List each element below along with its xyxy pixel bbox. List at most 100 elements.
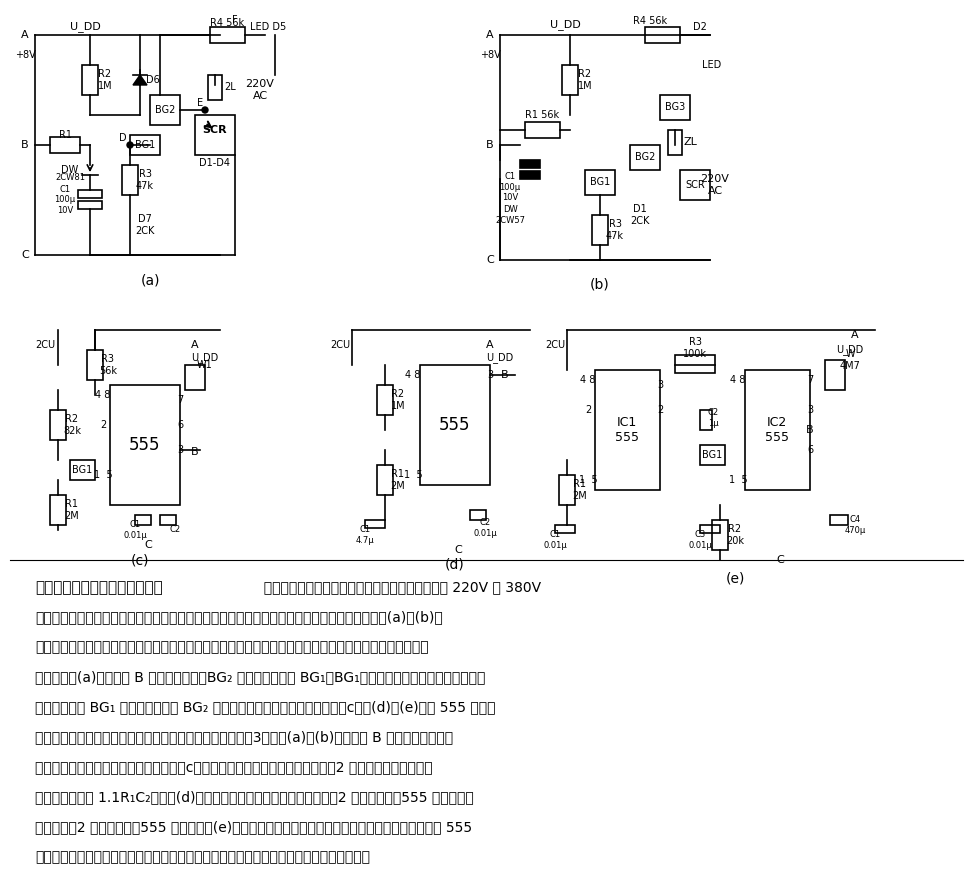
Text: B: B: [501, 370, 509, 380]
Text: BG1: BG1: [702, 450, 722, 460]
Text: C: C: [21, 250, 29, 260]
Text: 2CU: 2CU: [545, 340, 565, 350]
Text: C1
100μ
10V: C1 100μ 10V: [499, 172, 521, 202]
Bar: [160, 515, 176, 525]
Bar: [675, 355, 715, 373]
Text: R1
2M: R1 2M: [64, 499, 80, 521]
Bar: [592, 215, 608, 245]
Bar: [562, 65, 578, 95]
Text: 态；夜间，2 脚为低电平，555 置位。电路(e)为走廊灯节电自控开关，光敏管平时由发光管照射，两个 555: 态；夜间，2 脚为低电平，555 置位。电路(e)为走廊灯节电自控开关，光敏管平…: [35, 820, 472, 834]
Text: C4
470μ: C4 470μ: [845, 515, 866, 534]
Text: 4 8: 4 8: [580, 375, 595, 385]
Bar: [700, 525, 720, 533]
Bar: [50, 410, 66, 440]
Bar: [150, 95, 180, 125]
Bar: [208, 75, 222, 100]
Text: 三种光控式可控硅过零开关电路: 三种光控式可控硅过零开关电路: [35, 580, 162, 595]
Text: R1
2M: R1 2M: [390, 469, 406, 491]
Bar: [585, 170, 615, 195]
Text: BG2: BG2: [634, 152, 655, 162]
Text: C1
4.7μ: C1 4.7μ: [356, 525, 375, 545]
Text: D1
2CK: D1 2CK: [631, 204, 650, 226]
Circle shape: [202, 107, 208, 113]
Text: C2: C2: [169, 526, 181, 534]
Text: R1
2M: R1 2M: [573, 479, 588, 501]
Bar: [82, 65, 98, 95]
Text: C1
100μ
10V: C1 100μ 10V: [54, 185, 76, 215]
Text: A: A: [486, 30, 494, 40]
Text: BG1: BG1: [590, 177, 610, 187]
Text: R3
56k: R3 56k: [99, 355, 117, 375]
Text: 2CU: 2CU: [330, 340, 350, 350]
Bar: [825, 360, 845, 390]
Text: LED: LED: [703, 60, 722, 70]
Bar: [195, 115, 235, 155]
Text: (a): (a): [140, 273, 160, 287]
Text: 3: 3: [807, 405, 813, 415]
Bar: [185, 365, 205, 390]
Bar: [210, 27, 245, 43]
Text: 555: 555: [129, 436, 161, 454]
Text: B: B: [486, 140, 494, 150]
Text: 7: 7: [177, 395, 183, 405]
Bar: [78, 190, 102, 198]
Text: W
4M7: W 4M7: [840, 349, 860, 371]
Text: F: F: [233, 15, 237, 25]
Text: DW
2CW57: DW 2CW57: [495, 205, 525, 225]
Text: 3: 3: [177, 445, 183, 455]
Bar: [559, 475, 575, 505]
Text: R2
1M: R2 1M: [578, 70, 593, 90]
Text: 的通断，避免对电网的大电流冲击、对周围电子设备的电磁干扰，提高运行控制的可靠性。电路(a)和(b)适: 的通断，避免对电网的大电流冲击、对周围电子设备的电磁干扰，提高运行控制的可靠性。…: [35, 610, 443, 624]
Bar: [122, 165, 138, 195]
Text: 3: 3: [657, 380, 663, 390]
Text: 2: 2: [657, 405, 664, 415]
Text: 4 8: 4 8: [406, 370, 420, 380]
Text: (b): (b): [591, 278, 610, 292]
Text: R2
82k: R2 82k: [63, 415, 81, 435]
Text: 用于各种负载的可控硅过零开关电路，前者为二极管桥路与单向可控硅交流开关，后者为双向可控硅交流开: 用于各种负载的可控硅过零开关电路，前者为二极管桥路与单向可控硅交流开关，后者为双…: [35, 640, 429, 654]
Text: LED D5: LED D5: [250, 22, 286, 32]
Text: U_DD: U_DD: [192, 353, 219, 363]
Text: U_DD: U_DD: [837, 344, 864, 355]
Bar: [70, 460, 95, 480]
Bar: [595, 370, 660, 490]
Bar: [377, 465, 393, 495]
Text: SCR: SCR: [685, 180, 704, 190]
Text: IC2
555: IC2 555: [765, 416, 789, 444]
Text: C: C: [144, 540, 152, 550]
Text: U_DD: U_DD: [486, 353, 514, 363]
Text: +8V: +8V: [15, 50, 35, 60]
Text: A: A: [21, 30, 29, 40]
Text: 关。以电路(a)为例，当 B 点为高电平时，BG₂ 是否导通取决于 BG₁，BG₁供电电源为全波整流波形，只有电: 关。以电路(a)为例，当 B 点为高电平时，BG₂ 是否导通取决于 BG₁，BG…: [35, 670, 486, 684]
Text: +8V: +8V: [480, 50, 500, 60]
Text: R4 56k: R4 56k: [210, 18, 244, 28]
Text: 2CW81: 2CW81: [55, 174, 85, 182]
Text: D6: D6: [146, 75, 160, 85]
Text: C: C: [454, 545, 462, 555]
Text: U_DD: U_DD: [70, 22, 100, 32]
Text: 2: 2: [100, 420, 106, 430]
Text: R3
47k: R3 47k: [606, 219, 624, 241]
Text: D1-D4: D1-D4: [199, 158, 231, 168]
Text: 1  5: 1 5: [93, 470, 112, 480]
Text: R2
1M: R2 1M: [97, 70, 112, 90]
Text: C1
0.01μ: C1 0.01μ: [124, 521, 147, 540]
Text: D: D: [119, 133, 126, 143]
Bar: [680, 170, 710, 200]
Text: R1: R1: [58, 130, 71, 140]
Text: E: E: [197, 98, 203, 108]
Text: 555: 555: [439, 416, 471, 434]
Bar: [830, 515, 848, 525]
Text: A: A: [191, 340, 198, 350]
Bar: [660, 95, 690, 120]
Text: BG1: BG1: [72, 465, 92, 475]
Bar: [700, 445, 725, 465]
Text: R3
100k: R3 100k: [683, 337, 707, 359]
Text: BG1: BG1: [135, 140, 155, 150]
Bar: [645, 27, 680, 43]
Text: 6: 6: [807, 445, 813, 455]
Text: B: B: [21, 140, 29, 150]
Text: 2L: 2L: [224, 82, 235, 92]
Text: 在工业控制中采用可控硅过零开关电路来控制交流 220V 或 380V: 在工业控制中采用可控硅过零开关电路来控制交流 220V 或 380V: [255, 580, 541, 594]
Text: 4 8: 4 8: [95, 390, 111, 400]
